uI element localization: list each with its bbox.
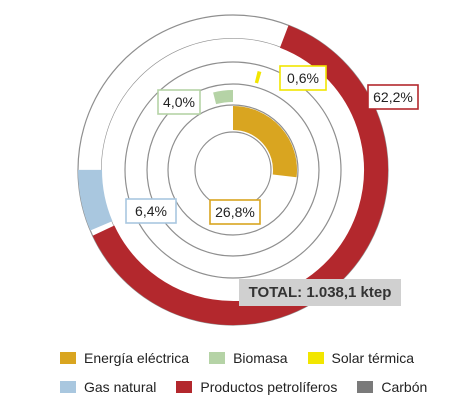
legend-swatch	[307, 352, 324, 364]
callout-label: 62,2%	[373, 89, 413, 105]
legend-item-energia-electrica: Energía eléctrica	[60, 350, 189, 366]
legend-swatch	[357, 381, 374, 393]
callout-box	[157, 89, 201, 115]
legend-swatch	[60, 381, 76, 393]
ring-track-3	[146, 83, 320, 257]
ring-track-4	[124, 61, 342, 279]
legend-item-solar-termica: Solar térmica	[307, 350, 414, 366]
segment-biomasa	[213, 89, 234, 105]
callout-box	[209, 199, 261, 225]
segment-gas-natural	[77, 169, 113, 231]
callout-label: 0,6%	[287, 70, 319, 86]
legend-label: Solar térmica	[331, 350, 414, 366]
legend-item-productos-petroliferos: Productos petrolíferos	[176, 379, 337, 395]
callout-solar-t-rmica: 0,6%	[279, 65, 327, 91]
segment-productos-petrol-feros	[92, 25, 388, 325]
callout-energ-a-el-ctrica: 26,8%	[209, 199, 261, 225]
ring-track-2	[167, 104, 299, 236]
segment-energ-a-el-ctrica	[232, 106, 297, 178]
segment-solar-t-rmica	[254, 71, 262, 84]
total-label: TOTAL: 1.038,1 ktep	[239, 279, 401, 306]
legend-label: Productos petrolíferos	[200, 379, 338, 395]
callout-label: 26,8%	[215, 204, 255, 220]
legend-row: Energía eléctrica Biomasa Solar térmica	[60, 350, 420, 366]
callout-label: 4,0%	[163, 94, 195, 110]
legend-swatch	[209, 352, 226, 364]
legend-swatch	[176, 381, 193, 393]
callout-box	[125, 198, 177, 224]
legend-label: Biomasa	[233, 350, 288, 366]
legend-label: Energía eléctrica	[84, 350, 190, 366]
legend-label: Gas natural	[84, 379, 157, 395]
callout-label: 6,4%	[135, 203, 167, 219]
legend-row: Gas natural Productos petrolíferos Carbó…	[60, 379, 427, 395]
callout-box	[279, 65, 327, 91]
legend-item-gas-natural: Gas natural	[60, 379, 156, 395]
legend-item-biomasa: Biomasa	[209, 350, 288, 366]
legend-swatch	[60, 352, 76, 364]
callout-productos-petrol-feros: 62,2%	[367, 84, 419, 110]
ring-track-1	[194, 131, 272, 209]
legend-label: Carbón	[381, 379, 428, 395]
callout-gas-natural: 6,4%	[125, 198, 177, 224]
donut-chart: 62,2% 0,6% 4,0% 26,8% 6,4%	[77, 14, 419, 326]
legend-item-carbon: Carbón	[357, 379, 427, 395]
callout-biomasa: 4,0%	[157, 89, 201, 115]
callout-box	[367, 84, 419, 110]
legend: Energía eléctrica Biomasa Solar térmica …	[60, 350, 427, 408]
